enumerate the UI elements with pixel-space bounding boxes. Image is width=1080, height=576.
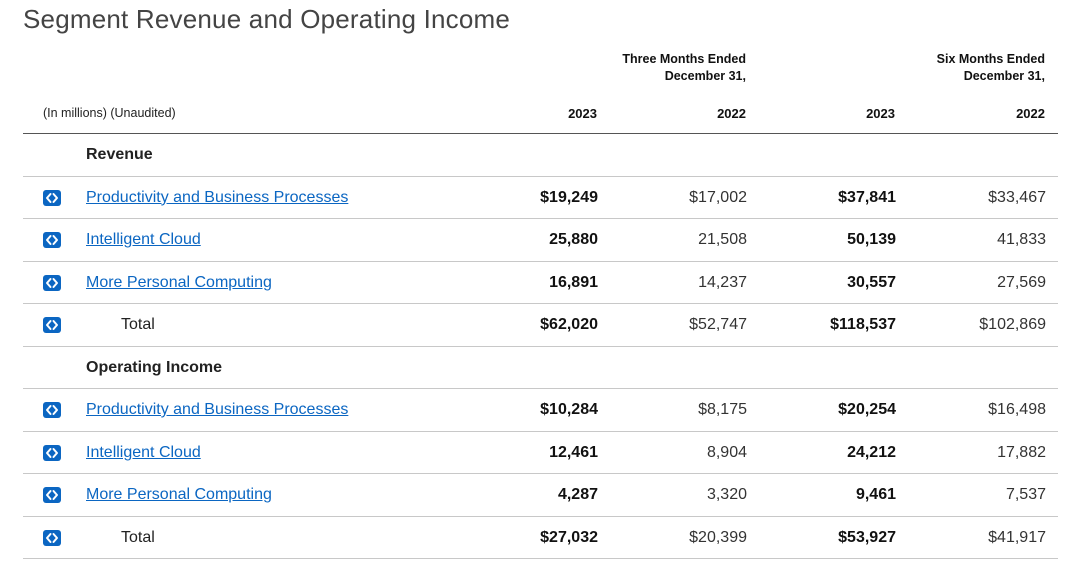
year-header: 2023 (568, 106, 597, 121)
value-cell: 30,557 (847, 273, 896, 291)
period-header-line: Six Months Ended (936, 52, 1045, 66)
value-cell: 25,880 (549, 231, 598, 248)
expand-arrows-icon (46, 490, 58, 500)
value-cell: $19,249 (540, 188, 598, 206)
expand-row-button[interactable] (43, 317, 61, 333)
value-cell: 41,833 (997, 231, 1046, 248)
value-cell: $16,498 (988, 401, 1046, 418)
table-row: Productivity and Business Processes $19,2… (23, 177, 1058, 219)
value-cell: $53,927 (838, 528, 896, 546)
expand-arrows-icon (46, 320, 58, 330)
total-label: Total (121, 316, 155, 333)
expand-arrows-icon (46, 405, 58, 415)
section-header-row: Revenue (23, 134, 1058, 177)
expand-arrows-icon (46, 532, 58, 543)
value-cell: 8,904 (706, 443, 747, 461)
total-label: Total (121, 528, 155, 546)
total-row: Total $62,020 $52,747 $118,537 $102,869 (23, 304, 1058, 347)
expand-row-button[interactable] (43, 444, 61, 461)
value-cell: $8,175 (698, 401, 747, 418)
section-header-row: Operating Income (23, 347, 1058, 389)
header-divider (23, 133, 1058, 134)
value-cell: $62,020 (540, 316, 598, 333)
section-label: Revenue (86, 146, 153, 163)
expand-row-button[interactable] (43, 529, 61, 546)
period-header-line: December 31, (963, 69, 1045, 83)
expand-row-button[interactable] (43, 487, 61, 503)
value-cell: $41,917 (988, 528, 1046, 546)
value-cell: 21,508 (698, 231, 747, 248)
value-cell: $52,747 (689, 316, 747, 333)
total-row: Total $27,032 $20,399 $53,927 $41,917 (23, 517, 1058, 559)
value-cell: 50,139 (847, 231, 896, 248)
value-cell: $20,254 (838, 401, 896, 418)
expand-row-button[interactable] (43, 189, 61, 206)
value-cell: 27,569 (997, 273, 1046, 291)
period-header-line: Three Months Ended (622, 52, 746, 66)
value-cell: 24,212 (847, 443, 896, 461)
value-cell: $118,537 (830, 316, 896, 333)
expand-row-button[interactable] (43, 402, 61, 418)
segment-link[interactable]: More Personal Computing (86, 273, 272, 291)
expand-row-button[interactable] (43, 274, 61, 291)
year-header: 2023 (866, 106, 895, 121)
expand-arrows-icon (46, 235, 58, 245)
table-row: More Personal Computing 16,891 14,237 30,55… (23, 262, 1058, 304)
value-cell: 3,320 (706, 486, 747, 503)
value-cell: $37,841 (838, 188, 896, 206)
value-cell: $10,284 (540, 401, 598, 418)
expand-arrows-icon (46, 277, 58, 288)
segment-link[interactable]: Productivity and Business Processes (86, 188, 349, 206)
value-cell: $17,002 (689, 188, 747, 206)
section-label: Operating Income (86, 358, 223, 376)
expand-row-button[interactable] (43, 232, 61, 248)
segment-link[interactable]: Intelligent Cloud (86, 443, 201, 461)
value-cell: 14,237 (698, 273, 747, 291)
expand-arrows-icon (46, 192, 58, 203)
value-cell: $27,032 (540, 528, 598, 546)
table-row: Intelligent Cloud 12,461 8,904 24,212 17,882 (23, 432, 1058, 474)
value-cell: 9,461 (855, 486, 896, 503)
period-header-line: December 31, (664, 69, 746, 83)
value-cell: 7,537 (1005, 486, 1046, 503)
value-cell: $102,869 (979, 316, 1046, 333)
table-row: Intelligent Cloud 25,880 21,508 50,139 41,83… (23, 219, 1058, 262)
expand-arrows-icon (46, 447, 58, 458)
table-row: Productivity and Business Processes $10,2… (23, 389, 1058, 432)
value-cell: 4,287 (557, 486, 598, 503)
value-cell: $33,467 (988, 188, 1046, 206)
year-header: 2022 (1016, 106, 1045, 121)
segment-link[interactable]: More Personal Computing (86, 486, 272, 503)
value-cell: 17,882 (997, 443, 1046, 461)
value-cell: 12,461 (549, 443, 598, 461)
value-cell: $20,399 (689, 528, 747, 546)
year-header: 2022 (717, 106, 746, 121)
period-header-three-months: Three Months Ended December 31, (622, 51, 746, 85)
segment-link[interactable]: Productivity and Business Processes (86, 401, 349, 418)
period-header-six-months: Six Months Ended December 31, (937, 51, 1045, 85)
value-cell: 16,891 (549, 273, 598, 291)
units-label: (In millions) (Unaudited) (43, 106, 176, 120)
financial-table: Revenue Productivity and Business Process… (23, 134, 1058, 559)
page-title: Segment Revenue and Operating Income (23, 4, 511, 34)
segment-link[interactable]: Intelligent Cloud (86, 231, 201, 248)
table-row: More Personal Computing 4,287 3,320 9,461 7,… (23, 474, 1058, 517)
